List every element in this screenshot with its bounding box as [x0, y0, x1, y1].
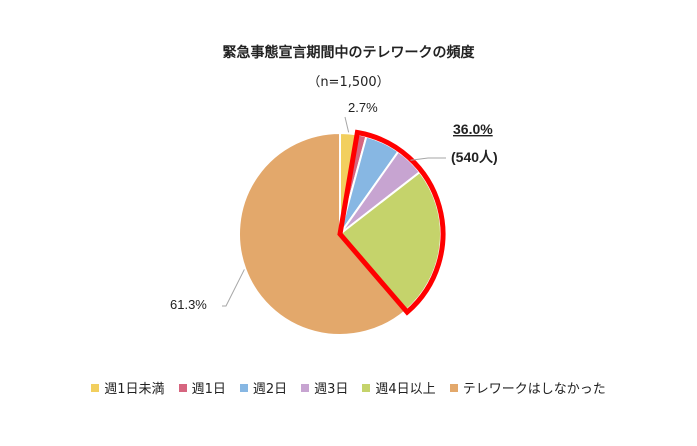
data-label-first: 2.7%: [348, 100, 378, 115]
leader-line-first: [344, 116, 350, 133]
leader-line-last: [222, 269, 245, 307]
legend-label: テレワークはしなかった: [462, 382, 606, 397]
legend-item: 週4日以上: [362, 378, 436, 397]
legend-label: 週1日未満: [104, 382, 165, 397]
highlight-count-label: (540人): [451, 149, 498, 165]
legend-item: 週3日: [301, 378, 348, 397]
highlight-percent-label: 36.0%: [453, 121, 493, 137]
legend: 週1日未満 週1日 週2日 週3日 週4日以上 テレワークはしなかった: [0, 378, 697, 397]
legend-swatch: [178, 383, 187, 392]
legend-item: 週2日: [239, 378, 288, 397]
legend-label: 週3日: [314, 382, 349, 397]
legend-item: 週1日: [178, 378, 226, 397]
legend-swatch: [91, 383, 100, 392]
highlight-outline: [337, 129, 446, 316]
legend-item: 週1日未満: [91, 378, 165, 397]
chart-subtitle: （n=1,500）: [307, 75, 390, 90]
chart-title: 緊急事態宣言期間中のテレワークの頻度: [222, 45, 475, 61]
legend-swatch: [239, 383, 248, 392]
legend-swatch: [301, 383, 310, 392]
highlight-outline-group: [337, 129, 446, 316]
data-labels: 2.7% 36.0% (540人) 61.3%: [170, 100, 498, 312]
legend-swatch: [362, 383, 371, 392]
pie-slice-6: [238, 131, 408, 336]
legend-label: 週1日: [191, 382, 226, 397]
leader-lines: [222, 116, 446, 307]
leader-line-highlight: [410, 157, 446, 161]
legend-swatch: [449, 383, 458, 392]
legend-label: 週4日以上: [375, 382, 436, 397]
data-label-last: 61.3%: [170, 297, 207, 312]
legend-label: 週2日: [252, 382, 288, 397]
legend-item: テレワークはしなかった: [449, 378, 606, 397]
